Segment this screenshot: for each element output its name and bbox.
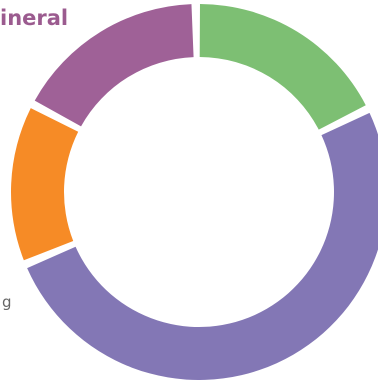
donut-slice-4 [34,4,194,127]
donut-slice-2 [27,112,378,380]
donut-slice-1 [199,4,366,130]
donut-slices [11,4,378,380]
donut-slice-3 [11,108,79,261]
legend-left-fragment: g [2,293,12,311]
legend-title-fragment: ineral [0,6,69,30]
